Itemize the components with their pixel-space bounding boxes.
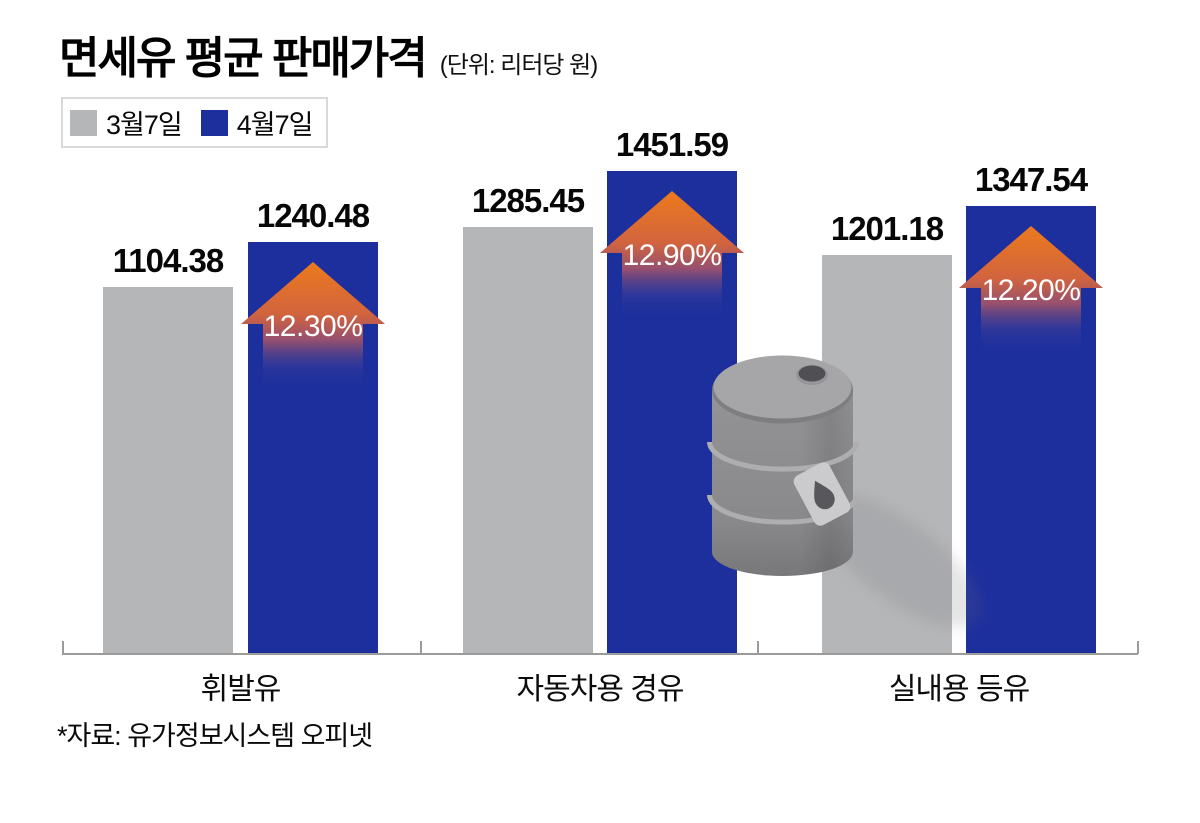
value-label-april: 1240.48 (256, 197, 370, 234)
legend-swatch-0 (70, 109, 97, 136)
unit-label: (단위: 리터당 원) (439, 52, 598, 79)
legend: 3월7일 4월7일 (61, 97, 329, 148)
source-note: *자료: 유가정보시스템 오피넷 (57, 721, 373, 751)
value-label-april: 1347.54 (974, 161, 1088, 198)
legend-item: 3월7일 (70, 103, 183, 142)
category-label: 휘발유 (200, 673, 282, 706)
legend-item: 4월7일 (200, 103, 314, 142)
increase-arrow-icon (951, 226, 1111, 356)
page-title: 면세유 평균 판매가격 (59, 34, 428, 83)
axis-tick-0 (62, 641, 64, 654)
increase-arrow-icon (233, 262, 393, 392)
oil-drum-icon (707, 355, 859, 576)
percent-change-label: 12.20% (981, 274, 1081, 307)
percent-change-label: 12.30% (263, 310, 363, 343)
value-label-april: 1451.59 (615, 126, 729, 163)
legend-label-0: 3월7일 (106, 110, 183, 140)
bar-march (463, 227, 593, 654)
value-label-march: 1201.18 (830, 210, 944, 247)
oil-drop-badge (793, 462, 851, 526)
axis-tick-2 (757, 641, 759, 654)
legend-label-1: 4월7일 (236, 110, 314, 140)
value-label-march: 1104.38 (112, 242, 224, 279)
header: 면세유 평균 판매가격 (단위: 리터당 원) (59, 22, 598, 86)
bar-march (103, 287, 233, 654)
x-axis-line (62, 653, 1138, 655)
value-label-march: 1285.45 (471, 182, 585, 219)
axis-tick-1 (420, 641, 422, 654)
category-label: 실내용 등유 (888, 673, 1030, 706)
axis-tick-3 (1137, 641, 1139, 654)
increase-arrow-icon (592, 191, 752, 321)
legend-swatch-1 (200, 109, 228, 136)
percent-change-label: 12.90% (622, 239, 722, 272)
category-label: 자동차용 경유 (516, 673, 685, 706)
